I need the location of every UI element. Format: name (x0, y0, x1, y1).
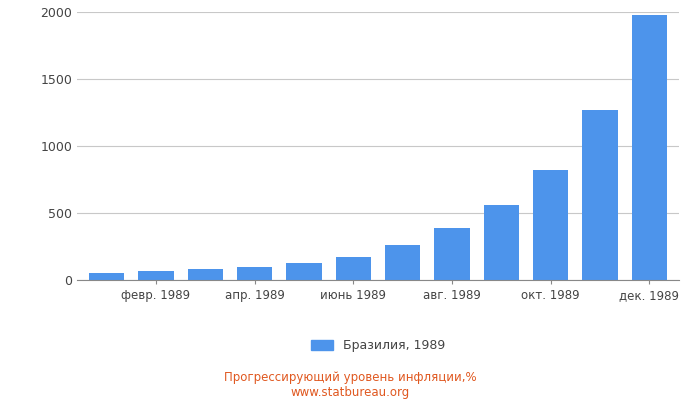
Bar (188, 269, 223, 280)
Bar (582, 110, 618, 280)
Bar (385, 245, 421, 280)
Bar (89, 273, 125, 280)
Bar (631, 15, 667, 280)
Bar (138, 271, 174, 280)
Text: www.statbureau.org: www.statbureau.org (290, 386, 410, 399)
Text: Прогрессирующий уровень инфляции,%: Прогрессирующий уровень инфляции,% (224, 372, 476, 384)
Legend: Бразилия, 1989: Бразилия, 1989 (306, 334, 450, 358)
Bar (237, 266, 272, 280)
Bar (286, 263, 322, 280)
Bar (484, 205, 519, 280)
Bar (533, 170, 568, 280)
Bar (335, 256, 371, 280)
Bar (434, 228, 470, 280)
